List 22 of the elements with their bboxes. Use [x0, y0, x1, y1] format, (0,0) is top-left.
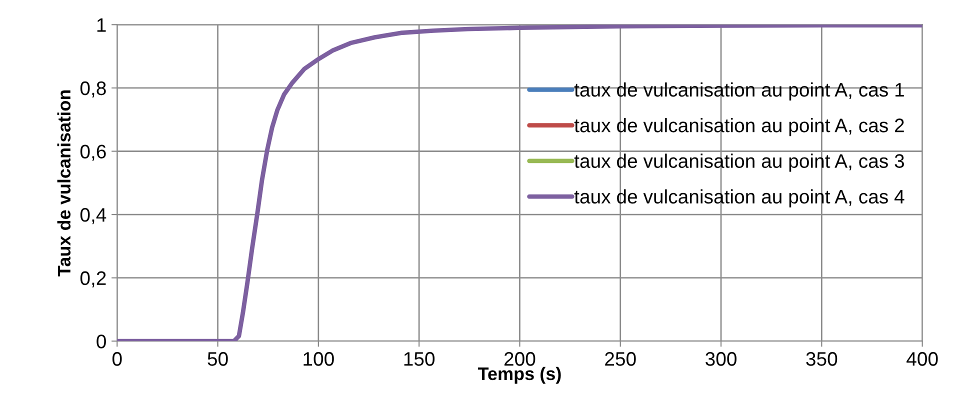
y-tick-label: 0: [96, 334, 106, 348]
x-tick-label: 0: [112, 352, 122, 366]
line-series: [117, 24, 922, 342]
x-tick-label: 400: [906, 352, 938, 366]
legend-label: taux de vulcanisation au point A, cas 2: [574, 118, 904, 136]
y-tick-label: 0,4: [80, 208, 106, 224]
x-tick-label: 50: [208, 352, 228, 366]
x-tick-label: 150: [404, 352, 435, 366]
y-tick-label: 0,2: [80, 271, 106, 288]
x-tick-label: 300: [706, 352, 736, 366]
y-axis-title: Taux de vulcanisation: [57, 90, 71, 276]
y-tick-label: 0,6: [80, 144, 106, 161]
legend-label: taux de vulcanisation au point A, cas 4: [574, 189, 904, 208]
x-tick-label: 350: [806, 352, 838, 366]
legend-label: taux de vulcanisation au point A, cas 3: [574, 154, 904, 172]
x-tick-label: 250: [605, 352, 636, 366]
x-tick-label: 200: [504, 352, 536, 366]
legend-label: taux de vulcanisation au point A, cas 1: [574, 82, 904, 101]
x-axis-title: Temps (s): [478, 366, 561, 384]
x-tick-label: 100: [304, 352, 334, 366]
y-tick-label: 0,8: [80, 81, 106, 98]
y-tick-label: 1: [97, 18, 106, 32]
